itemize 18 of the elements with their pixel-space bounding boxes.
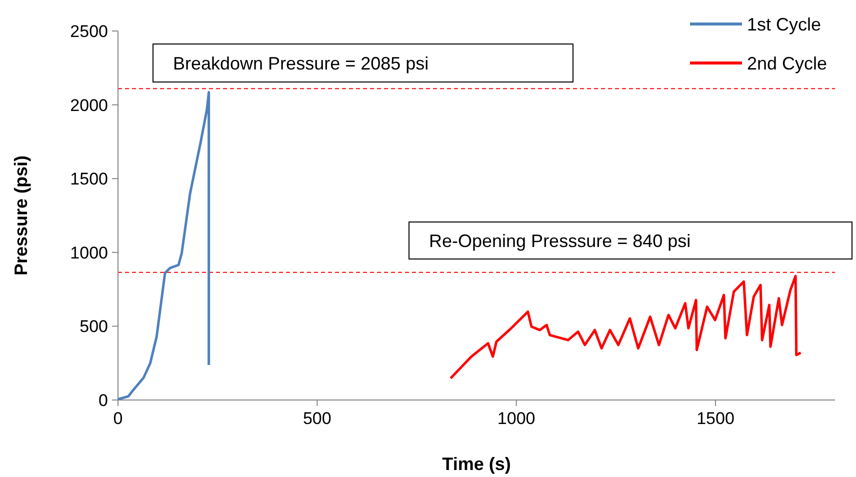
y-tick-label: 1000 bbox=[70, 243, 108, 262]
y-tick-label: 2500 bbox=[70, 22, 108, 41]
x-axis-title: Time (s) bbox=[442, 454, 511, 474]
x-tick-label: 500 bbox=[302, 409, 332, 428]
legend-label: 2nd Cycle bbox=[747, 53, 828, 74]
x-tick-label: 1000 bbox=[497, 409, 536, 428]
x-tick-label: 0 bbox=[113, 409, 123, 428]
y-axis-title: Pressure (psi) bbox=[11, 155, 31, 276]
y-tick-label: 500 bbox=[80, 317, 108, 336]
y-tick-label: 1500 bbox=[70, 170, 108, 189]
y-tick-label: 2000 bbox=[70, 96, 108, 115]
line-series bbox=[116, 91, 210, 401]
annotation: Re-Opening Presssure = 840 psi bbox=[429, 230, 691, 251]
legend-label: 1st Cycle bbox=[747, 14, 822, 34]
y-tick-label: 0 bbox=[98, 390, 108, 410]
annotation: Breakdown Pressure = 2085 psi bbox=[173, 53, 429, 74]
line-series bbox=[449, 274, 802, 380]
x-tick-label: 1500 bbox=[696, 409, 734, 428]
